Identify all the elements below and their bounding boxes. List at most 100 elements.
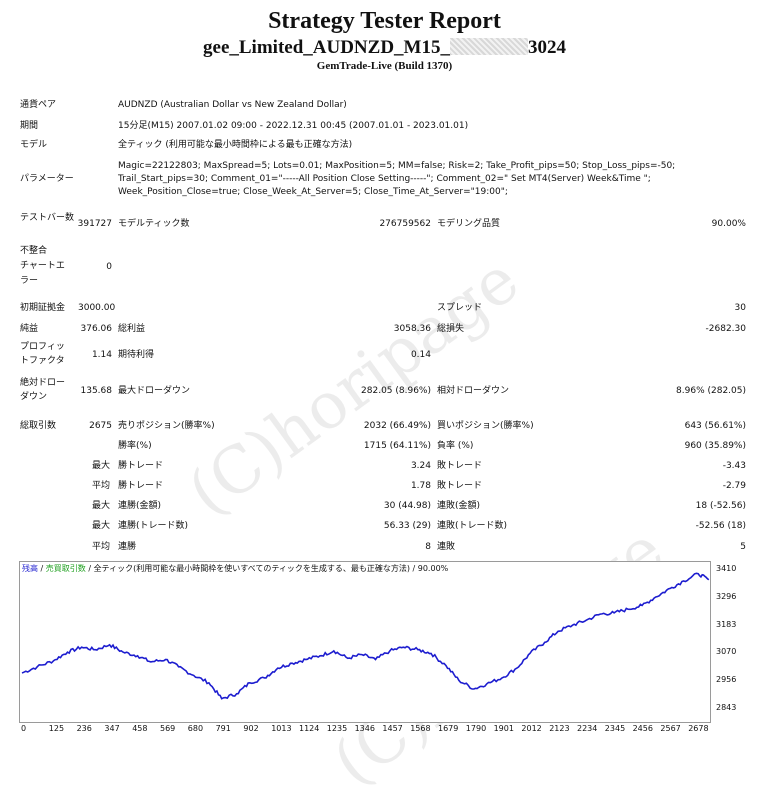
x-tick-label: 680	[187, 724, 204, 733]
gross-profit-value: 3058.36	[393, 324, 431, 334]
consec-win-amt-label: 連勝(金額)	[118, 501, 162, 511]
win-value: 1715 (64.11%)	[363, 441, 431, 451]
avg-label: 平均	[92, 481, 111, 491]
x-tick-label: 1790	[465, 724, 487, 733]
y-tick-label: 3070	[716, 647, 737, 657]
x-tick-label: 1013	[271, 724, 292, 733]
balance-line	[21, 572, 710, 700]
spread-value: 30	[734, 303, 746, 313]
x-tick-label: 1235	[326, 724, 348, 733]
chart-header-balance: 残高	[22, 564, 38, 573]
deposit-value: 3000.00	[78, 303, 116, 313]
redacted-block	[449, 38, 528, 55]
model-value: 全ティック (利用可能な最小時間枠による最も正確な方法)	[118, 140, 353, 150]
params-line-2: Trail_Start_pips=30; Comment_01="-----Al…	[118, 174, 651, 184]
avg2-label: 平均	[92, 542, 111, 552]
abs-dd-label-1: 絶対ドロー	[20, 378, 66, 388]
params-line-1: Magic=22122803; MaxSpread=5; Lots=0.01; …	[118, 161, 676, 171]
loss-label: 負率 (%)	[437, 441, 474, 451]
abs-dd-value: 135.68	[80, 386, 113, 396]
period-value: 15分足(M15) 2007.01.02 09:00 - 2022.12.31 …	[118, 121, 469, 131]
x-tick-label: 2456	[632, 724, 653, 733]
consec-loss-tr-label: 連敗(トレード数)	[437, 521, 508, 531]
rel-dd-label: 相対ドローダウン	[437, 386, 510, 396]
short-value: 2032 (66.49%)	[363, 421, 431, 431]
net-label: 純益	[20, 324, 39, 334]
consec-win-amt-value: 30 (44.98)	[383, 501, 431, 511]
chart-header-lots: 売買取引数	[45, 564, 86, 573]
mismatch-label-3: ラー	[20, 276, 39, 286]
loss-value: 960 (35.89%)	[684, 441, 746, 451]
max-loss-value: -3.43	[722, 461, 746, 471]
gross-loss-label: 総損失	[437, 324, 465, 334]
model-label: モデル	[20, 140, 48, 150]
chart-header-sep1: /	[38, 564, 46, 573]
net-value: 376.06	[80, 324, 113, 334]
x-tick-label: 2678	[688, 724, 709, 733]
mismatch-label-1: 不整合	[20, 246, 48, 256]
max-win-value: 3.24	[410, 461, 431, 471]
chart-header-model: 全ティック(利用可能な最小時間枠を使いすべてのティックを生成する、最も正確な方法…	[93, 564, 410, 573]
max-dd-value: 282.05 (8.96%)	[361, 386, 431, 396]
pf-label-1: プロフィッ	[20, 342, 65, 352]
server-name: GemTrade-Live (Build 1370)	[316, 60, 453, 72]
short-label: 売りポジション(勝率%)	[118, 421, 215, 431]
gross-profit-label: 総利益	[118, 324, 146, 334]
x-tick-label: 1901	[493, 724, 514, 733]
x-tick-label: 2234	[577, 724, 598, 733]
quality-label: モデリング品質	[437, 219, 501, 229]
x-tick-label: 2012	[521, 724, 542, 733]
max-label: 最大	[92, 461, 111, 471]
chart-header-sep2: /	[85, 564, 94, 573]
expected-value: 0.14	[410, 350, 431, 360]
gross-loss-value: -2682.30	[705, 324, 746, 334]
quality-value: 90.00%	[711, 219, 746, 229]
consec-loss-amt-value: 18 (-52.56)	[695, 501, 746, 511]
long-value: 643 (56.61%)	[684, 421, 746, 431]
x-tick-label: 236	[76, 724, 92, 733]
x-tick-label: 1457	[382, 724, 403, 733]
mismatch-value: 0	[106, 262, 112, 272]
y-tick-label: 3410	[716, 564, 737, 573]
consec-win-tr-label: 連勝(トレード数)	[118, 521, 189, 531]
x-tick-label: 791	[215, 724, 231, 733]
ea-name-suffix: 3024	[527, 37, 566, 58]
x-tick-label: 1679	[438, 724, 459, 733]
max-win-label: 勝トレード	[118, 461, 164, 471]
balance-chart-svg	[21, 572, 710, 700]
avg-consec-win-label: 連勝	[118, 542, 137, 552]
avg-win-value: 1.78	[410, 481, 431, 491]
x-tick-label: 0	[21, 724, 27, 733]
avg-win-label: 勝トレード	[118, 481, 164, 491]
y-tick-label: 3296	[716, 591, 737, 601]
y-tick-label: 2956	[716, 675, 737, 685]
period-label: 期間	[20, 121, 39, 131]
abs-dd-label-2: ダウン	[20, 392, 48, 402]
bars-label: テストバー数	[20, 213, 75, 223]
x-tick-label: 347	[104, 724, 120, 733]
x-tick-label: 1124	[299, 724, 320, 733]
spread-label: スプレッド	[437, 303, 483, 313]
ea-name: gee_Limited_AUDNZD_M15_ 3024	[0, 37, 769, 59]
max-dd-label: 最大ドローダウン	[118, 386, 191, 396]
total-trades-value: 2675	[89, 421, 112, 431]
report-title: Strategy Tester Report	[268, 8, 501, 34]
avg-consec-loss-value: 5	[740, 542, 746, 552]
avg-consec-win-value: 8	[425, 542, 431, 552]
chart-header-quality: / 90.00%	[409, 564, 449, 573]
balance-chart	[19, 561, 711, 723]
x-tick-label: 2345	[604, 724, 626, 733]
x-tick-label: 569	[160, 724, 176, 733]
mismatch-label-2: チャートエ	[20, 261, 65, 271]
avg-loss-label: 敗トレード	[437, 481, 483, 491]
x-tick-label: 1346	[354, 724, 375, 733]
ticks-label: モデルティック数	[118, 219, 190, 229]
x-tick-label: 902	[243, 724, 259, 733]
params-line-3: Week_Position_Close=true; Close_Week_At_…	[118, 187, 508, 197]
total-trades-label: 総取引数	[20, 421, 57, 431]
avg-consec-loss-label: 連敗	[437, 542, 456, 552]
x-tick-label: 1568	[410, 724, 431, 733]
x-tick-label: 2567	[660, 724, 681, 733]
pf-value: 1.14	[91, 350, 112, 360]
x-tick-label: 2123	[549, 724, 570, 733]
